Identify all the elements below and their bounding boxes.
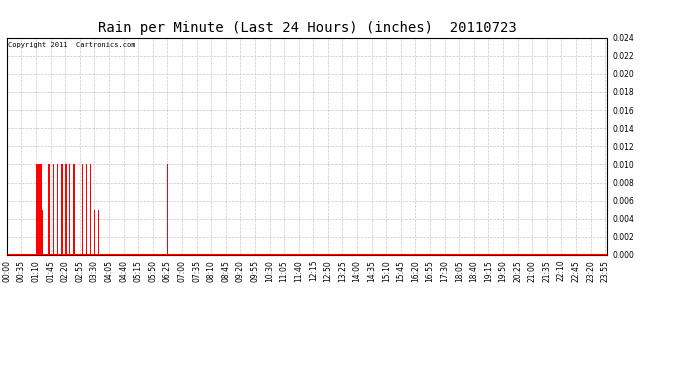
Title: Rain per Minute (Last 24 Hours) (inches)  20110723: Rain per Minute (Last 24 Hours) (inches)… xyxy=(98,21,516,35)
Text: Copyright 2011  Cartronics.com: Copyright 2011 Cartronics.com xyxy=(8,42,136,48)
